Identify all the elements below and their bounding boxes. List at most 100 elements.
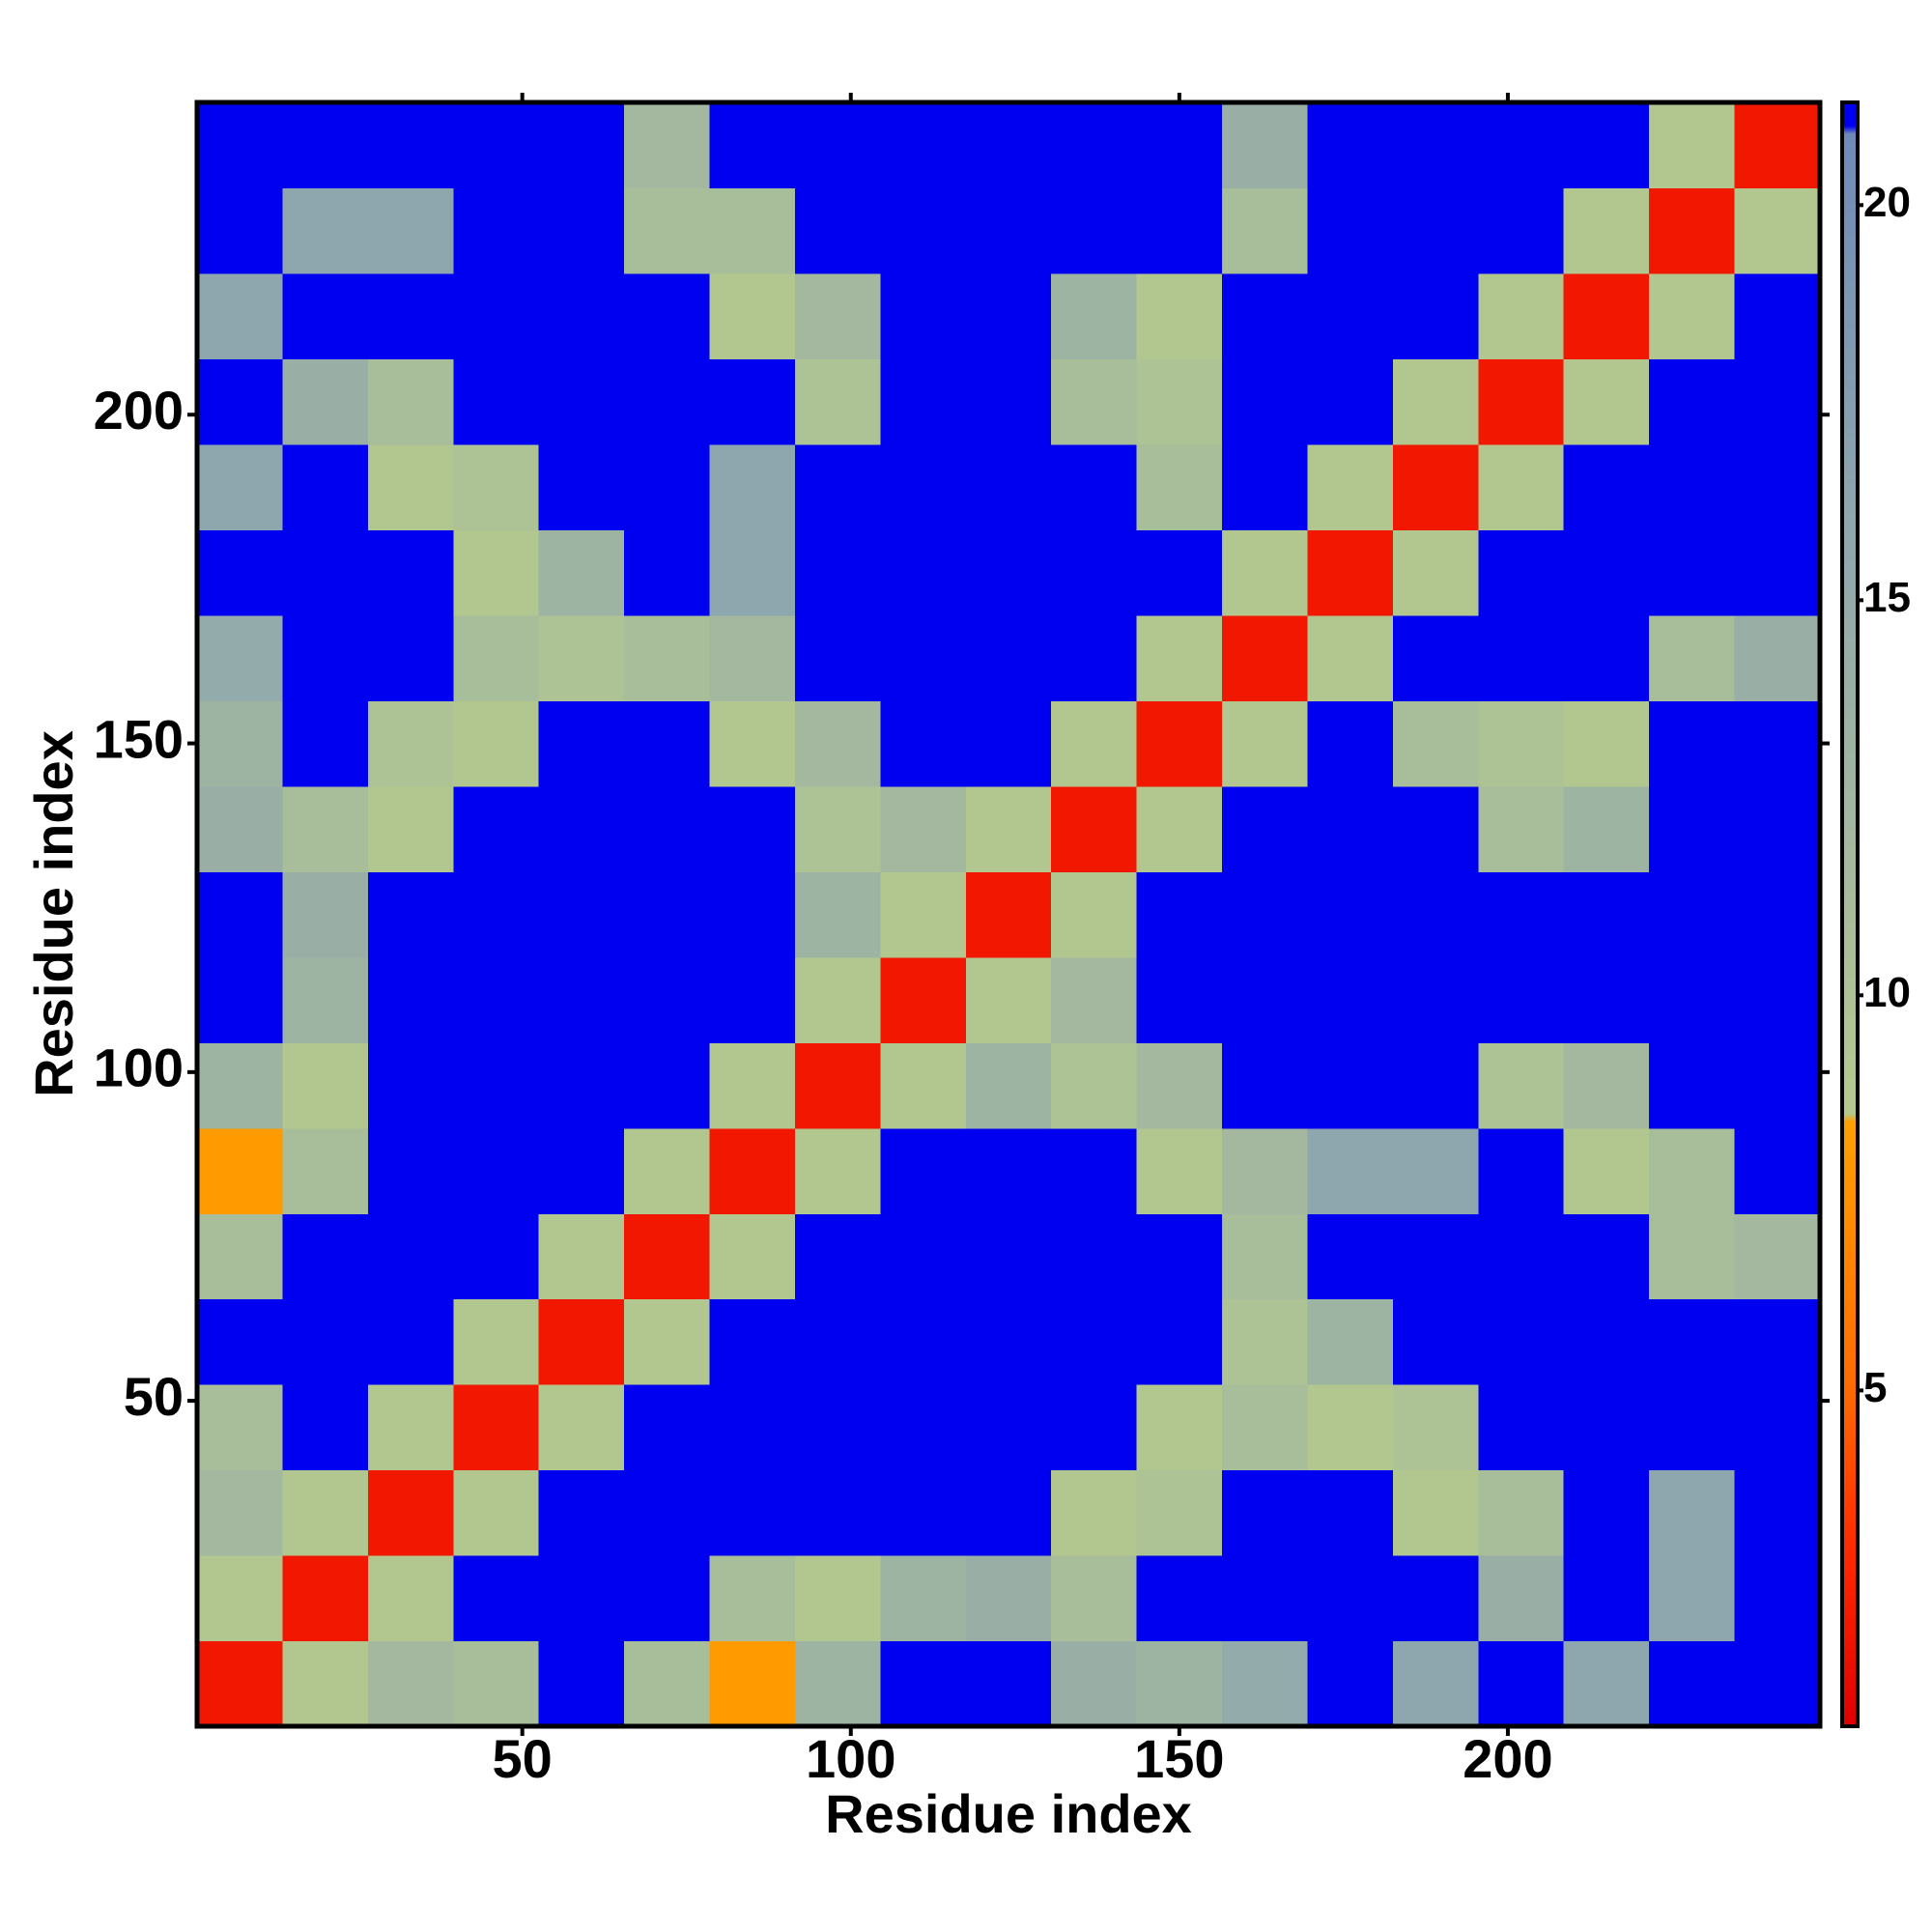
heatmap-cell xyxy=(1136,187,1223,274)
x-axis-title: Residue index xyxy=(825,1783,1192,1844)
heatmap-cell xyxy=(1307,102,1394,189)
heatmap-cell xyxy=(794,614,881,701)
heatmap-cell xyxy=(1478,871,1565,958)
heatmap-cell xyxy=(1478,529,1565,616)
heatmap-cell xyxy=(880,187,967,274)
heatmap-cell xyxy=(1649,1640,1736,1726)
heatmap-cell xyxy=(1392,187,1479,274)
heatmap-cell xyxy=(282,871,369,958)
heatmap-cell xyxy=(1307,1213,1394,1300)
heatmap-cell xyxy=(1563,614,1650,701)
heatmap-cell xyxy=(624,358,711,445)
heatmap-cell xyxy=(709,700,796,787)
heatmap-cell xyxy=(1649,1298,1736,1385)
heatmap-cell xyxy=(1222,1042,1309,1129)
heatmap-cell xyxy=(624,187,711,274)
heatmap-cell xyxy=(367,358,454,445)
heatmap-cell xyxy=(197,529,284,616)
heatmap-cell xyxy=(709,102,796,189)
heatmap-cell xyxy=(1136,1469,1223,1556)
heatmap-cell xyxy=(1307,1298,1394,1385)
heatmap-cell xyxy=(965,1640,1052,1726)
heatmap-cell xyxy=(1478,700,1565,787)
heatmap-cell xyxy=(1307,614,1394,701)
heatmap-cell xyxy=(709,614,796,701)
heatmap-cell xyxy=(709,871,796,958)
heatmap-cell xyxy=(197,614,284,701)
heatmap-cell xyxy=(1136,102,1223,189)
heatmap-cell xyxy=(709,443,796,530)
heatmap-cell xyxy=(453,956,540,1043)
heatmap-cell xyxy=(1649,700,1736,787)
heatmap-cell xyxy=(282,443,369,530)
heatmap-cell xyxy=(624,1469,711,1556)
heatmap-cell xyxy=(794,272,881,360)
heatmap-cell xyxy=(1222,443,1309,530)
heatmap-cell xyxy=(794,443,881,530)
heatmap-cell xyxy=(709,1469,796,1556)
heatmap-cell xyxy=(1051,1213,1138,1300)
y-tick-label: 100 xyxy=(94,1037,184,1098)
heatmap-cell xyxy=(282,1555,369,1642)
heatmap-cell xyxy=(880,871,967,958)
heatmap-cell xyxy=(709,358,796,445)
heatmap-cell xyxy=(282,1469,369,1556)
heatmap-cell xyxy=(1222,1469,1309,1556)
heatmap-cell xyxy=(1136,1640,1223,1726)
heatmap-cell xyxy=(1051,614,1138,701)
heatmap-cell xyxy=(1563,1127,1650,1214)
heatmap-cell xyxy=(197,1298,284,1385)
heatmap-cell xyxy=(794,102,881,189)
heatmap-cell xyxy=(1222,956,1309,1043)
heatmap-cell xyxy=(1563,1640,1650,1726)
heatmap-cell xyxy=(1649,614,1736,701)
heatmap-cell xyxy=(197,1213,284,1300)
heatmap-cell xyxy=(965,1555,1052,1642)
heatmap-cell xyxy=(197,187,284,274)
heatmap-cell xyxy=(282,1213,369,1300)
heatmap-cell xyxy=(1136,871,1223,958)
heatmap-cell xyxy=(197,102,284,189)
heatmap-cell xyxy=(1307,443,1394,530)
heatmap-cell xyxy=(794,1298,881,1385)
heatmap-cell xyxy=(880,1213,967,1300)
heatmap-cell xyxy=(1392,1469,1479,1556)
heatmap-cell xyxy=(367,529,454,616)
heatmap-cell xyxy=(794,1042,881,1129)
heatmap-cell xyxy=(794,785,881,872)
heatmap-cell xyxy=(880,1640,967,1726)
heatmap-cell xyxy=(1222,529,1309,616)
heatmap-cell xyxy=(1734,956,1820,1043)
plot-frame xyxy=(194,99,1823,1729)
heatmap-cell xyxy=(1478,1213,1565,1300)
heatmap-cell xyxy=(709,1298,796,1385)
heatmap-cell xyxy=(1734,529,1820,616)
heatmap-cell xyxy=(282,1127,369,1214)
heatmap-cell xyxy=(367,1127,454,1214)
heatmap-cell xyxy=(965,1042,1052,1129)
heatmap-cell xyxy=(624,614,711,701)
heatmap-cell xyxy=(282,1298,369,1385)
heatmap-cell xyxy=(880,529,967,616)
heatmap-cell xyxy=(1649,102,1736,189)
heatmap-cell xyxy=(197,1042,284,1129)
heatmap-cell xyxy=(1649,272,1736,360)
heatmap-cell xyxy=(538,272,625,360)
heatmap-cell xyxy=(1649,1555,1736,1642)
heatmap-cell xyxy=(197,1640,284,1726)
colorbar-tick-label: 5 xyxy=(1863,1364,1887,1411)
heatmap-cell xyxy=(1478,358,1565,445)
heatmap-cell xyxy=(453,700,540,787)
heatmap-cell xyxy=(1136,1127,1223,1214)
heatmap-cell xyxy=(880,700,967,787)
heatmap-cell xyxy=(1649,785,1736,872)
heatmap-cell xyxy=(1136,785,1223,872)
heatmap-cell xyxy=(538,102,625,189)
colorbar xyxy=(1840,100,1860,1728)
heatmap-cell xyxy=(1307,1469,1394,1556)
heatmap-cell xyxy=(367,1640,454,1726)
heatmap-cell xyxy=(1478,1384,1565,1471)
heatmap-cell xyxy=(1392,871,1479,958)
heatmap-cell xyxy=(282,700,369,787)
